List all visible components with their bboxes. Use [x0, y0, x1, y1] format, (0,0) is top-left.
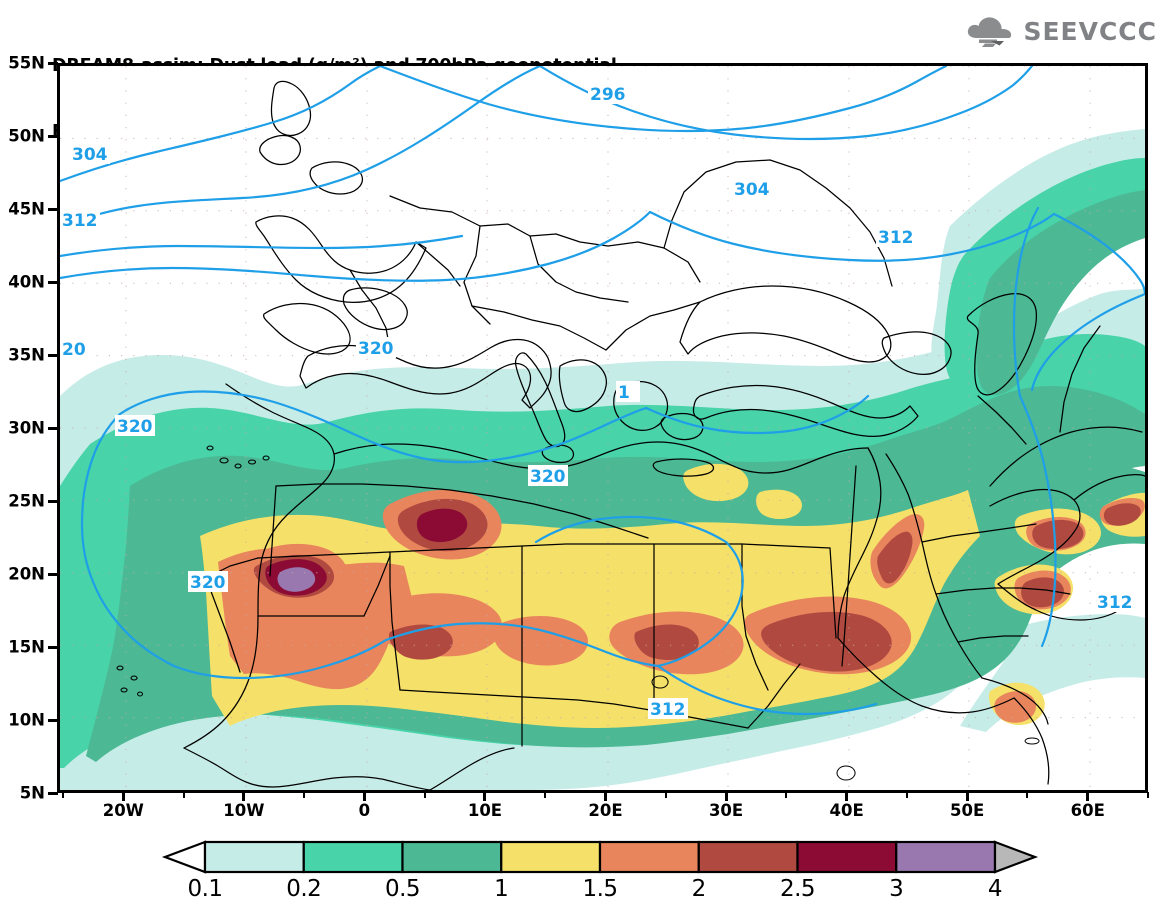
seevccc-logo: SEEVCCC [963, 12, 1157, 50]
svg-text:312: 312 [878, 228, 914, 248]
y-axis-tick-label: 55N [8, 53, 45, 73]
dust-load-contour-fill [60, 129, 1145, 790]
colorbar-band[interactable] [500, 840, 602, 874]
svg-text:1: 1 [618, 383, 630, 403]
colorbar-band[interactable] [697, 840, 799, 874]
y-axis-tick-label: 35N [8, 345, 45, 365]
map-plot-area[interactable]: 304 312 20 296 304 312 1 320 320 320 320… [57, 63, 1148, 793]
x-axis-tick-label: 20E [588, 801, 623, 820]
colorbar-tick-label: 3 [889, 876, 904, 902]
x-axis-minor-tick [182, 792, 185, 798]
x-axis-tick-mark [724, 792, 728, 801]
x-axis-tick-mark [242, 792, 246, 801]
contour-value-labels: 304 312 20 296 304 312 1 320 320 320 320… [60, 83, 1135, 720]
colorbar-band[interactable] [895, 840, 997, 874]
dust-load-map: 304 312 20 296 304 312 1 320 320 320 320… [60, 66, 1145, 790]
y-axis-tick-label: 30N [8, 418, 45, 438]
x-axis-tick-label: 10W [223, 801, 265, 820]
colorbar-tick-label: 0.5 [384, 876, 421, 902]
colorbar-band[interactable] [203, 840, 305, 874]
colorbar-swatches [161, 840, 1039, 874]
svg-text:320: 320 [117, 417, 153, 437]
geopotential-contours [60, 66, 1145, 716]
x-axis-tick-mark [1086, 792, 1090, 801]
logo-text: SEEVCCC [1023, 16, 1157, 46]
x-axis-tick-label: 30E [708, 801, 744, 820]
y-axis-tick-label: 45N [8, 199, 45, 219]
colorbar-tick-label: 1 [494, 876, 509, 902]
y-axis-tick-label: 5N [19, 783, 45, 803]
colorbar-tick-label: 0.2 [286, 876, 322, 902]
svg-text:320: 320 [530, 467, 566, 487]
x-axis-tick-mark [845, 792, 849, 801]
svg-text:304: 304 [734, 180, 770, 200]
y-axis-tick-label: 40N [8, 272, 45, 292]
x-axis-tick-mark [483, 792, 487, 801]
y-axis-tick-mark [48, 61, 58, 65]
y-axis-tick-mark [48, 499, 58, 503]
x-axis-tick-mark [362, 792, 366, 801]
chart-header: DREAM8-assim: Dust load (g/m²) and 700hP… [0, 0, 1165, 143]
svg-text:304: 304 [72, 145, 108, 165]
cloud-wind-icon [968, 17, 1012, 47]
x-axis-minor-tick [1026, 792, 1029, 798]
y-axis-tick-mark [48, 572, 58, 576]
x-axis-minor-tick [62, 792, 65, 798]
x-axis-tick-label: 0 [358, 801, 371, 820]
x-axis-tick-label: 50E [950, 801, 985, 820]
y-axis-tick-label: 25N [8, 491, 45, 511]
y-axis-tick-mark [48, 645, 58, 649]
x-axis-tick-mark [121, 792, 125, 801]
y-axis-tick-label: 10N [8, 710, 45, 730]
x-axis-minor-tick [303, 792, 306, 798]
y-axis-tick-mark [48, 353, 58, 357]
x-axis-tick-mark [604, 792, 607, 801]
colorbar-tick-label: 0.1 [187, 876, 223, 902]
x-axis-minor-tick [664, 792, 667, 798]
colorbar-tick-label: 2.5 [779, 876, 816, 902]
y-axis-tick-label: 20N [8, 564, 45, 584]
y-axis-tick-mark [48, 134, 58, 138]
x-axis-minor-tick [785, 792, 788, 798]
colorbar-tick-label: 2 [691, 876, 707, 902]
x-axis-minor-tick [905, 792, 908, 798]
y-axis-tick-mark [48, 280, 58, 284]
y-axis-tick-mark [48, 207, 58, 211]
coastlines-and-borders [116, 80, 1145, 790]
colorbar-over-arrow [993, 840, 1039, 874]
svg-text:296: 296 [590, 85, 626, 105]
y-axis-tick-mark [48, 426, 58, 430]
svg-text:320: 320 [190, 573, 226, 593]
svg-text:312: 312 [1097, 593, 1133, 613]
y-axis-tick-mark [48, 791, 58, 795]
colorbar-band[interactable] [302, 840, 404, 874]
x-axis-tick-label: 40E [829, 801, 864, 820]
x-axis-minor-tick [423, 792, 426, 798]
colorbar[interactable]: 0.1 0.2 0.5 1 1.5 2 2.5 3 4 [0, 836, 1165, 902]
svg-text:20: 20 [62, 340, 86, 360]
colorbar-tick-label: 4 [987, 876, 1003, 902]
colorbar-band[interactable] [598, 840, 700, 874]
colorbar-under-arrow [161, 840, 207, 874]
svg-text:312: 312 [650, 700, 686, 720]
x-axis-tick-label: 60E [1070, 801, 1105, 820]
x-axis-tick-label: 10E [467, 801, 503, 820]
x-axis-tick-mark [965, 792, 969, 801]
colorbar-tick-label: 1.5 [582, 876, 618, 902]
x-axis-tick-label: 20W [102, 801, 144, 820]
x-axis-minor-tick [1147, 792, 1149, 798]
y-axis-tick-mark [48, 718, 58, 722]
svg-text:312: 312 [62, 211, 98, 231]
colorbar-band[interactable] [796, 840, 898, 874]
y-axis-tick-label: 50N [8, 126, 45, 146]
y-axis-tick-label: 15N [8, 637, 45, 657]
svg-text:320: 320 [358, 339, 394, 359]
x-axis-minor-tick [544, 792, 547, 798]
colorbar-band[interactable] [401, 840, 503, 874]
